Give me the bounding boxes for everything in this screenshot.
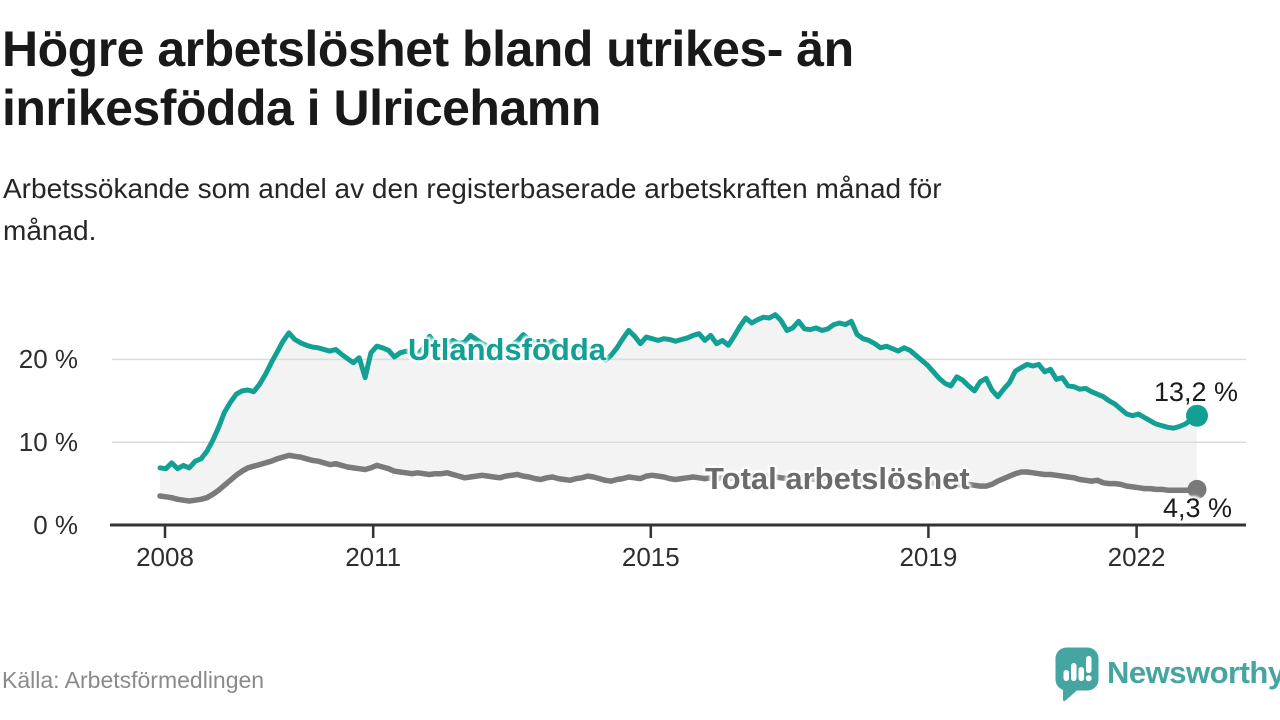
- x-tick-label: 2019: [899, 542, 958, 572]
- chart-title: Högre arbetslöshet bland utrikes- än inr…: [2, 21, 854, 136]
- x-tick-label: 2015: [621, 542, 680, 572]
- newsworthy-bubble-chart-icon: [1055, 647, 1099, 702]
- newsworthy-wordmark: Newsworthy: [1107, 655, 1280, 690]
- end-value-label-utlandsfodda: 13,2 %: [1153, 377, 1238, 407]
- y-tick-label: 10 %: [18, 427, 78, 458]
- x-tick-label: 2022: [1107, 542, 1166, 572]
- series-label-total-arbetsloshet: Total arbetslöshet: [705, 461, 970, 496]
- source-attribution: Källa: Arbetsförmedlingen: [2, 667, 265, 693]
- between-series-band: [160, 314, 1197, 501]
- series-label-utlandsfodda: Utlandsfödda: [408, 332, 607, 367]
- y-tick-label: 20 %: [18, 344, 78, 375]
- chart-subtitle: Arbetssökande som andel av den registerb…: [3, 173, 942, 246]
- newsworthy-logo: Newsworthy: [1054, 646, 1280, 704]
- x-tick-label: 2011: [345, 542, 402, 572]
- series-line-total: [157, 452, 1200, 504]
- series-line-utlandsfodda: [157, 312, 1200, 472]
- x-tick-label: 2008: [136, 542, 194, 572]
- end-value-label-total: 4,3 %: [1162, 493, 1232, 523]
- y-tick-label: 0 %: [33, 510, 78, 540]
- end-dot-utlandsfodda: [1186, 404, 1208, 427]
